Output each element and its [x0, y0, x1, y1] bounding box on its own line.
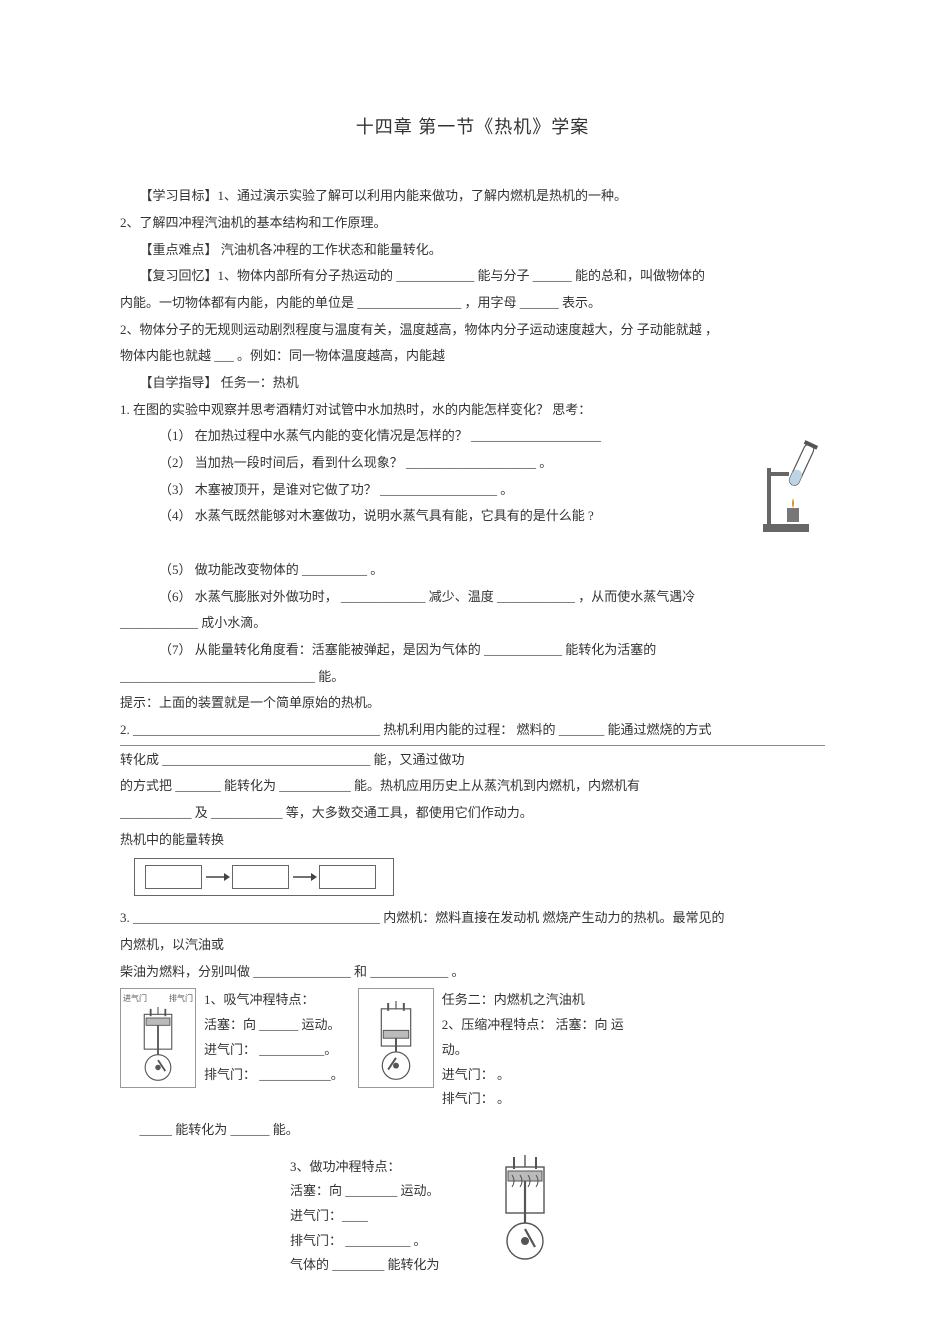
page-title: 十四章 第一节《热机》学案 [120, 110, 825, 144]
worksheet-page: 十四章 第一节《热机》学案 【学习目标】1、通过演示实验了解可以利用内能来做功，… [0, 0, 945, 1338]
engine2-svg [361, 1001, 431, 1085]
stroke3-l3: 排气门： __________ 。 [290, 1229, 440, 1254]
arrow-icon-1 [202, 871, 232, 883]
objectives-line-1: 【学习目标】1、通过演示实验了解可以利用内能来做功，了解内燃机是热机的一种。 [120, 184, 825, 209]
objective-2: 2、了解四冲程汽油机的基本结构和工作原理。 [120, 211, 825, 236]
q2-c: 的方式把 _______ 能转化为 ___________ 能。热机应用历史上从… [120, 774, 825, 799]
q1-5: （5） 做功能改变物体的 __________ 。 [120, 558, 825, 583]
q1-1: （1） 在加热过程中水蒸气内能的变化情况是怎样的？ ______________… [120, 424, 825, 449]
stroke-3-row: 3、做功冲程特点： 活塞：向 ________ 运动。 进气门：____ 排气门… [120, 1155, 825, 1278]
q3-b: 内燃机，以汽油或 [120, 933, 825, 958]
focus-text: 汽油机各冲程的工作状态和能量转化。 [218, 242, 442, 257]
stroke3-l2: 进气门：____ [290, 1204, 440, 1229]
stroke3-title: 3、做功冲程特点： [290, 1155, 440, 1180]
review-label: 【复习回忆】 [140, 268, 218, 283]
focus-label: 【重点难点】 [140, 242, 218, 257]
objective-1: 1、通过演示实验了解可以利用内能来做功，了解内燃机是热机的一种。 [218, 188, 628, 203]
selfstudy-line: 【自学指导】 任务一：热机 [120, 371, 825, 396]
stroke-1-text: 1、吸气冲程特点： 活塞：向 ______ 运动。 进气门： _________… [204, 988, 344, 1111]
stroke-row: 进气门 排气门 1、 [120, 988, 825, 1111]
q2-d: ___________ 及 ___________ 等，大多数交通工具，都使用它… [120, 801, 825, 826]
engine-diagram-1: 进气门 排气门 [120, 988, 196, 1088]
engine1-right-label: 排气门 [169, 991, 193, 1006]
review-2a: 2、物体分子的无规则运动剧烈程度与温度有关，温度越高，物体内分子运动速度越大，分… [120, 318, 825, 343]
stroke-2-text: 任务二：内燃机之汽油机 2、压缩冲程特点： 活塞：向 运 动。 进气门： 。 排… [442, 988, 624, 1111]
below-strokes: _____ 能转化为 ______ 能。 [120, 1118, 825, 1143]
selfstudy-label: 【自学指导】 [140, 375, 218, 390]
test-tube-svg [755, 428, 825, 538]
review-1b: 内能。一切物体都有内能，内能的单位是 ________________ ，用字母… [120, 291, 825, 316]
q1-7: （7） 从能量转化角度看：活塞能被弹起，是因为气体的 ____________ … [120, 638, 825, 663]
energy-box-3 [319, 865, 376, 889]
review-line-1: 【复习回忆】1、物体内部所有分子热运动的 ____________ 能与分子 _… [120, 264, 825, 289]
test-tube-diagram [755, 428, 825, 538]
stroke3-l4: 气体的 ________ 能转化为 [290, 1253, 440, 1278]
energy-conv-label: 热机中的能量转换 [120, 828, 825, 853]
energy-conversion-diagram [134, 858, 394, 896]
arrow-icon-2 [289, 871, 319, 883]
stroke1-title: 1、吸气冲程特点： [204, 988, 344, 1013]
q3-a: 3. _____________________________________… [120, 906, 825, 931]
stroke2-l3: 排气门： 。 [442, 1087, 624, 1112]
engine1-left-label: 进气门 [123, 991, 147, 1006]
engine-diagram-2 [358, 988, 434, 1088]
q1-4: （4） 水蒸气既然能够对木塞做功，说明水蒸气具有能，它具有的是什么能 ? [120, 504, 825, 529]
task1-label: 任务一：热机 [218, 375, 299, 390]
stroke2-l2: 进气门： 。 [442, 1063, 624, 1088]
review-2b: 物体内能也就越 ___ 。例如：同一物体温度越高，内能越 [120, 344, 825, 369]
engine1-svg [123, 1007, 193, 1086]
stroke-1-block: 进气门 排气门 1、 [120, 988, 344, 1111]
focus-line: 【重点难点】 汽油机各冲程的工作状态和能量转化。 [120, 238, 825, 263]
q3-c: 柴油为燃料，分别叫做 _______________ 和 ___________… [120, 960, 825, 985]
stroke1-l2: 进气门： __________。 [204, 1038, 344, 1063]
q1-6b: ____________ 成小水滴。 [120, 611, 825, 636]
stroke3-l1: 活塞：向 ________ 运动。 [290, 1179, 440, 1204]
q1-3: （3） 木塞被顶开，是谁对它做了功？ __________________ 。 [120, 478, 825, 503]
q1-2: （2） 当加热一段时间后，看到什么现象？ ___________________… [120, 451, 825, 476]
stroke2-l1: 动。 [442, 1038, 624, 1063]
q2-a: 2. _____________________________________… [120, 718, 825, 746]
objectives-label: 【学习目标】 [140, 188, 218, 203]
stroke2-title: 2、压缩冲程特点： 活塞：向 运 [442, 1013, 624, 1038]
energy-box-2 [232, 865, 289, 889]
stroke-2-block: 任务二：内燃机之汽油机 2、压缩冲程特点： 活塞：向 运 动。 进气门： 。 排… [358, 988, 624, 1111]
hint: 提示：上面的装置就是一个简单原始的热机。 [120, 691, 825, 716]
task2-label: 任务二：内燃机之汽油机 [442, 988, 624, 1013]
q1-lead: 1. 在图的实验中观察并思考酒精灯对试管中水加热时，水的内能怎样变化？ 思考： [120, 398, 825, 423]
q2-b: 转化成 ________________________________ 能，又… [120, 748, 825, 773]
engine-diagram-3 [480, 1155, 570, 1267]
stroke1-l1: 活塞：向 ______ 运动。 [204, 1013, 344, 1038]
energy-box-1 [145, 865, 202, 889]
review-1a: 1、物体内部所有分子热运动的 ____________ 能与分子 ______ … [218, 268, 706, 283]
engine3-svg [480, 1155, 570, 1267]
q1-7b: ______________________________ 能。 [120, 665, 825, 690]
worksheet-body: 【学习目标】1、通过演示实验了解可以利用内能来做功，了解内燃机是热机的一种。 2… [120, 184, 825, 1278]
q1-6: （6） 水蒸气膨胀对外做功时， _____________ 减少、温度 ____… [120, 585, 825, 610]
stroke1-l3: 排气门： ___________。 [204, 1063, 344, 1088]
stroke-3-text: 3、做功冲程特点： 活塞：向 ________ 运动。 进气门：____ 排气门… [290, 1155, 440, 1278]
